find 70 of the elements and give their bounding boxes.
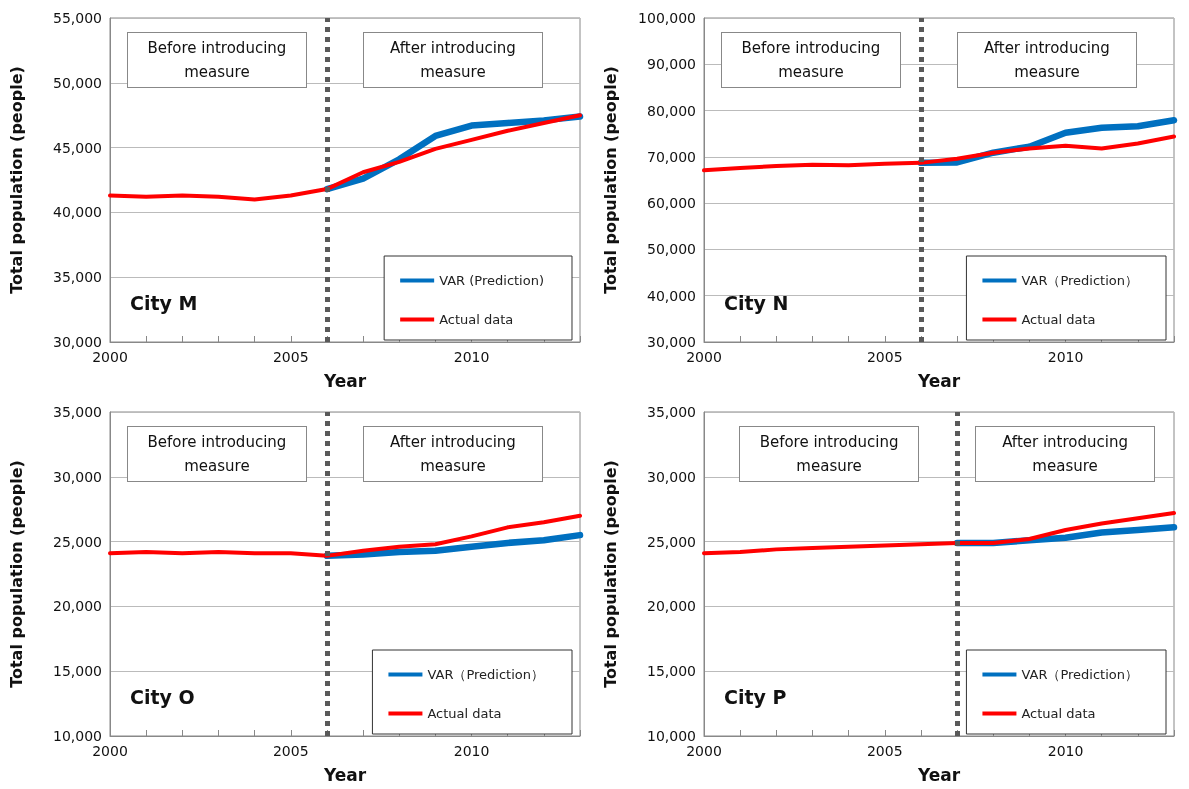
- y-tick-label: 80,000: [647, 102, 696, 119]
- text-box: After introducing measure: [362, 426, 543, 482]
- x-tick-label: 2000: [686, 743, 722, 759]
- annotation: City O: [130, 686, 195, 708]
- x-tick-label: 2005: [272, 349, 309, 365]
- y-tick-label: 30,000: [647, 334, 696, 350]
- annotation: City N: [724, 292, 789, 314]
- legend-label: VAR（Prediction）: [1021, 273, 1139, 288]
- y-tick-label: 90,000: [647, 56, 696, 73]
- y-tick-label: 50,000: [647, 241, 696, 258]
- x-tick-label: 2010: [1047, 349, 1084, 365]
- y-axis-title: Total population (people): [6, 66, 26, 294]
- text-box: After introducing measure: [362, 32, 543, 88]
- line-series: [108, 513, 582, 558]
- y-tick-label: 35,000: [53, 404, 102, 420]
- legend-label: Actual data: [427, 706, 502, 721]
- x-tick-label: 2000: [686, 349, 722, 365]
- line-series: [108, 113, 582, 202]
- y-tick-label: 35,000: [647, 404, 696, 420]
- x-axis-title: Year: [322, 764, 367, 785]
- text-box: After introducing measure: [975, 426, 1156, 482]
- y-tick-label: 25,000: [53, 533, 102, 550]
- legend-label: Actual data: [1021, 706, 1096, 721]
- y-tick-label: 30,000: [53, 334, 102, 350]
- y-axis-title: Total population (people): [6, 460, 26, 688]
- legend-label: VAR（Prediction）: [427, 667, 545, 682]
- text-box: Before introducing measure: [720, 32, 901, 88]
- y-tick-label: 55,000: [53, 10, 102, 26]
- y-tick-label: 70,000: [647, 148, 696, 165]
- annotation: City P: [724, 686, 787, 708]
- y-tick-label: 10,000: [53, 728, 102, 744]
- line-series: [702, 134, 1176, 173]
- x-tick-label: 2005: [866, 743, 903, 759]
- x-tick-label: 2005: [272, 743, 309, 759]
- y-tick-label: 45,000: [53, 139, 102, 156]
- y-tick-label: 25,000: [647, 533, 696, 550]
- y-tick-label: 60,000: [647, 195, 696, 212]
- y-tick-label: 20,000: [647, 598, 696, 615]
- y-tick-label: 50,000: [53, 74, 102, 91]
- x-axis-title: Year: [322, 370, 367, 391]
- y-tick-label: 35,000: [53, 269, 102, 286]
- y-tick-label: 20,000: [53, 598, 102, 615]
- x-tick-label: 2010: [453, 743, 490, 759]
- legend-label: VAR（Prediction）: [1021, 667, 1139, 682]
- text-box: Before introducing measure: [126, 426, 307, 482]
- y-tick-label: 30,000: [53, 468, 102, 485]
- y-tick-label: 15,000: [647, 663, 696, 680]
- text-box: Before introducing measure: [126, 32, 307, 88]
- legend-label: Actual data: [1021, 312, 1096, 327]
- annotation: City M: [130, 292, 198, 314]
- x-tick-label: 2000: [92, 349, 128, 365]
- y-tick-label: 10,000: [647, 728, 696, 744]
- x-tick-label: 2000: [92, 743, 128, 759]
- text-box: After introducing measure: [956, 32, 1137, 88]
- text-box: Before introducing measure: [739, 426, 920, 482]
- y-tick-label: 40,000: [647, 287, 696, 304]
- y-tick-label: 40,000: [53, 204, 102, 221]
- x-tick-label: 2010: [453, 349, 490, 365]
- x-tick-label: 2005: [866, 349, 903, 365]
- y-axis-title: Total population (people): [600, 460, 620, 688]
- x-axis-title: Year: [916, 764, 961, 785]
- legend-label: VAR (Prediction): [439, 273, 545, 288]
- line-series: [702, 511, 1176, 556]
- y-tick-label: 100,000: [638, 10, 696, 26]
- y-tick-label: 15,000: [53, 663, 102, 680]
- y-tick-label: 30,000: [647, 468, 696, 485]
- x-axis-title: Year: [916, 370, 961, 391]
- x-tick-label: 2010: [1047, 743, 1084, 759]
- legend-label: Actual data: [439, 312, 514, 327]
- y-axis-title: Total population (people): [600, 66, 620, 294]
